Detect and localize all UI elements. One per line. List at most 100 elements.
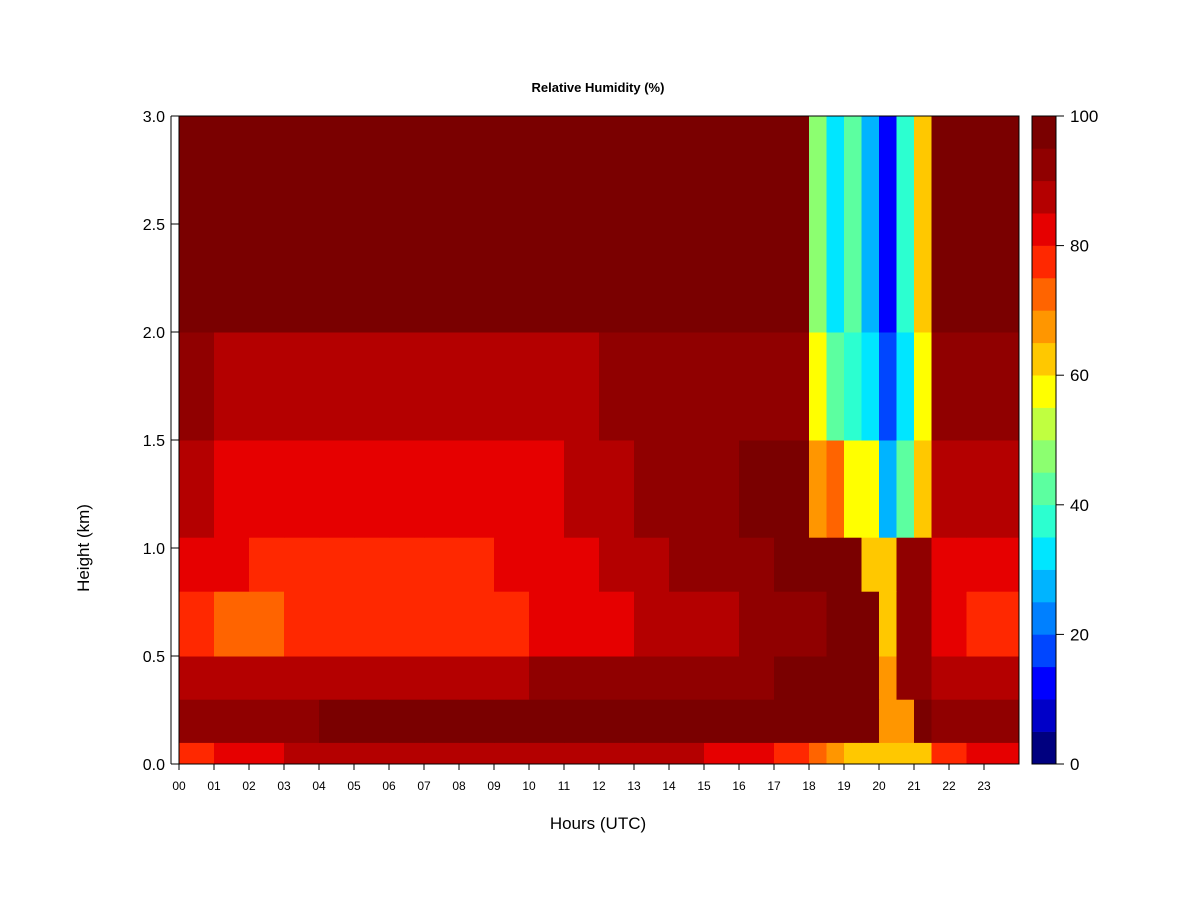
heatmap-cell bbox=[459, 699, 495, 743]
colorbar-swatch bbox=[1032, 213, 1056, 246]
heatmap-cell bbox=[704, 656, 740, 700]
colorbar-tick-label: 40 bbox=[1070, 496, 1089, 515]
heatmap-cell bbox=[529, 591, 565, 657]
heatmap-cell bbox=[931, 537, 967, 592]
heatmap-cell bbox=[214, 699, 250, 743]
heatmap-cell bbox=[704, 742, 740, 765]
heatmap-cell bbox=[826, 116, 845, 333]
heatmap-cell bbox=[669, 656, 705, 700]
heatmap-cell bbox=[739, 440, 775, 538]
heatmap-cell bbox=[389, 742, 425, 765]
heatmap-cell bbox=[599, 591, 635, 657]
x-tick-label: 11 bbox=[558, 779, 571, 793]
heatmap-cell bbox=[809, 656, 827, 700]
heatmap-cell bbox=[861, 440, 880, 538]
heatmap-cell bbox=[459, 656, 495, 700]
colorbar-swatch bbox=[1032, 569, 1056, 603]
x-tick-label: 08 bbox=[452, 779, 466, 793]
heatmap-cell bbox=[284, 440, 320, 538]
heatmap-cell bbox=[931, 742, 967, 765]
heatmap-cell bbox=[459, 440, 495, 538]
colorbar-swatch bbox=[1032, 407, 1056, 441]
heatmap-cell bbox=[739, 116, 775, 333]
colorbar-swatch bbox=[1032, 148, 1056, 182]
heatmap-cell bbox=[704, 591, 740, 657]
colorbar-swatch bbox=[1032, 310, 1056, 344]
heatmap-cell bbox=[564, 742, 600, 765]
colorbar: 0 20 40 60 80 100 bbox=[1031, 107, 1098, 774]
heatmap-cell bbox=[914, 332, 932, 441]
heatmap-cell bbox=[389, 440, 425, 538]
heatmap-cell bbox=[669, 537, 705, 592]
heatmap-cell bbox=[564, 699, 600, 743]
heatmap-cell bbox=[879, 440, 897, 538]
heatmap-cell bbox=[704, 699, 740, 743]
heatmap-cell bbox=[389, 699, 425, 743]
heatmap-cell bbox=[284, 332, 320, 441]
y-axis: 0.0 0.5 1.0 1.5 2.0 2.5 3.0 bbox=[143, 109, 179, 774]
heatmap-cell bbox=[284, 699, 320, 743]
heatmap-cell bbox=[319, 591, 355, 657]
heatmap-cell bbox=[214, 591, 250, 657]
heatmap-cell bbox=[424, 699, 460, 743]
heatmap-cell bbox=[826, 537, 845, 592]
heatmap-cell bbox=[179, 742, 215, 765]
heatmap-cell bbox=[669, 591, 705, 657]
heatmap-cell bbox=[494, 332, 530, 441]
y-tick-label: 3.0 bbox=[143, 109, 165, 126]
heatmap-cell bbox=[284, 742, 320, 765]
heatmap-cell bbox=[774, 332, 810, 441]
heatmap-cell bbox=[826, 332, 845, 441]
heatmap-cell bbox=[704, 537, 740, 592]
heatmap-cell bbox=[214, 332, 250, 441]
heatmap-cell bbox=[861, 742, 880, 765]
chart-title: Relative Humidity (%) bbox=[532, 80, 665, 95]
heatmap-cell bbox=[599, 742, 635, 765]
heatmap-cell bbox=[669, 440, 705, 538]
heatmap-cell bbox=[774, 537, 810, 592]
colorbar-swatch bbox=[1032, 278, 1056, 311]
heatmap-cell bbox=[634, 591, 670, 657]
heatmap-cell bbox=[179, 699, 215, 743]
heatmap-cell bbox=[966, 591, 1020, 657]
y-tick-label: 2.0 bbox=[143, 325, 165, 342]
x-tick-label: 10 bbox=[522, 779, 536, 793]
heatmap-cell bbox=[844, 116, 862, 333]
x-tick-label: 22 bbox=[942, 779, 956, 793]
colorbar-swatch bbox=[1032, 342, 1056, 376]
y-tick-label: 2.5 bbox=[143, 217, 165, 234]
heatmap-cell bbox=[249, 116, 285, 333]
heatmap-cell bbox=[389, 537, 425, 592]
heatmap-cell bbox=[599, 656, 635, 700]
heatmap-cell bbox=[249, 656, 285, 700]
heatmap-cell bbox=[896, 699, 915, 743]
heatmap-cell bbox=[826, 591, 845, 657]
heatmap-cell bbox=[914, 742, 932, 765]
heatmap-cell bbox=[861, 699, 880, 743]
heatmap-cell bbox=[249, 537, 285, 592]
heatmap-cell bbox=[896, 116, 915, 333]
y-axis-label: Height (km) bbox=[74, 504, 93, 592]
x-tick-label: 03 bbox=[277, 779, 291, 793]
heatmap-cell bbox=[861, 591, 880, 657]
heatmap-cell bbox=[879, 656, 897, 700]
heatmap-cell bbox=[809, 440, 827, 538]
heatmap-cell bbox=[249, 332, 285, 441]
heatmap-cell bbox=[389, 656, 425, 700]
heatmap-cell bbox=[861, 537, 880, 592]
heatmap-cell bbox=[424, 116, 460, 333]
heatmap-cell bbox=[739, 332, 775, 441]
heatmap-cell bbox=[844, 591, 862, 657]
y-tick-label: 0.5 bbox=[143, 649, 165, 666]
x-tick-label: 19 bbox=[837, 779, 851, 793]
heatmap-cell bbox=[179, 537, 215, 592]
colorbar-swatch bbox=[1032, 602, 1056, 635]
heatmap-cell bbox=[179, 440, 215, 538]
heatmap-cell bbox=[529, 656, 565, 700]
heatmap-cell bbox=[809, 332, 827, 441]
heatmap-cell bbox=[966, 116, 1020, 333]
heatmap-cell bbox=[861, 656, 880, 700]
heatmap-cell bbox=[249, 699, 285, 743]
heatmap-cell bbox=[966, 699, 1020, 743]
